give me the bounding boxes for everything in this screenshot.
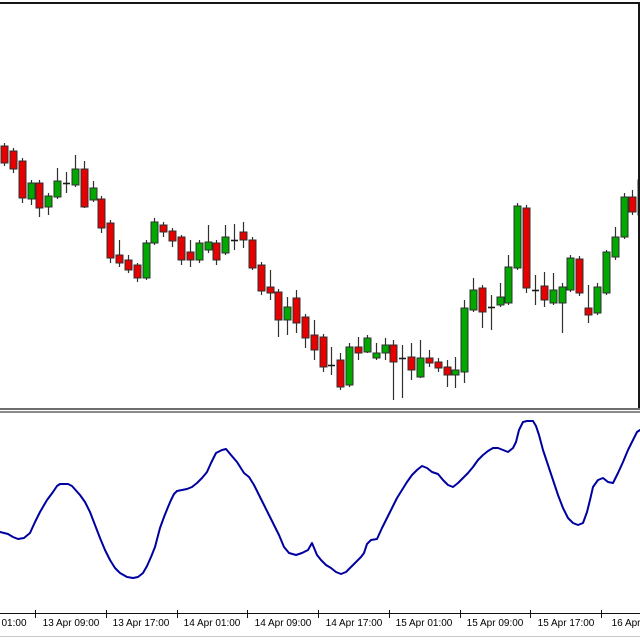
bull-candle [89,187,98,201]
bear-candle [425,357,434,364]
panel-separator-line-1[interactable] [0,408,640,410]
chart-border-right [638,2,640,408]
time-axis-label: 15 Apr 01:00 [395,618,453,629]
bear-candle [575,258,584,294]
bear-candle [9,150,18,170]
time-axis-label: 15 Apr 09:00 [466,618,524,629]
time-axis-tick [177,610,179,618]
time-axis-label: 15 Apr 17:00 [537,618,595,629]
bull-candle [150,221,159,244]
bear-candle [106,222,115,259]
bear-candle [628,196,637,213]
bull-candle [221,236,230,254]
time-axis-tick [530,610,532,618]
bear-candle [212,242,221,261]
bull-candle [611,236,620,258]
bear-candle [266,286,275,294]
bear-candle [115,254,124,264]
chart-border-top [0,2,640,4]
bull-candle [53,180,62,198]
time-axis-tick [460,610,462,618]
time-axis-label: 16 Apr 01 [611,618,640,629]
bear-candle [124,259,133,271]
time-axis-label: 14 Apr 01:00 [183,618,241,629]
bull-candle [345,346,354,386]
bear-candle [248,239,257,269]
bear-candle [0,145,9,164]
bottom-divider [0,636,640,637]
bear-candle [540,285,549,301]
bull-candle [566,257,575,291]
time-axis-label: 13 Apr 17:00 [112,618,170,629]
bear-candle [159,224,168,233]
bear-candle [97,198,106,229]
bear-candle [168,230,177,242]
bull-candle [372,352,381,359]
time-axis-tick [247,610,249,618]
time-axis-line [0,613,640,615]
bear-candle [186,251,195,261]
bear-candle [292,297,301,324]
bear-candle [274,291,283,321]
bull-candle [44,195,53,208]
indicator-line [0,420,640,579]
bull-candle [602,251,611,294]
time-axis-tick [106,610,108,618]
bull-candle [496,296,505,306]
time-axis-tick [389,610,391,618]
bear-candle [257,264,266,292]
bear-candle [434,361,443,369]
panel-separator-line-2[interactable] [0,411,640,413]
time-axis-label: 13 Apr 09:00 [42,618,100,629]
time-axis-tick [601,610,603,618]
bull-candle [460,307,469,373]
bear-candle [18,160,27,199]
bear-candle [478,287,487,313]
bear-candle [35,182,44,209]
bull-candle [504,266,513,304]
bull-candle [513,205,522,269]
bull-candle [469,289,478,311]
time-axis-label: 14 Apr 09:00 [254,618,312,629]
bear-candle [133,264,142,279]
time-axis-labels[interactable]: 01:00 13 Apr 09:00 13 Apr 17:00 14 Apr 01:0… [0,616,640,632]
bull-candle [27,182,36,200]
bear-candle [239,231,248,241]
time-axis-label: 01:00 [1,618,27,629]
bull-candle [620,196,629,238]
time-axis-label: 14 Apr 17:00 [325,618,383,629]
bear-candle [389,344,398,363]
bear-candle [310,334,319,351]
bull-candle [142,242,151,279]
bull-candle [283,306,292,321]
bull-candle [416,357,425,378]
bear-candle [407,356,416,371]
bull-candle [549,289,558,304]
bear-candle [177,236,186,261]
time-axis-tick [35,610,37,618]
time-axis-tick [318,610,320,618]
bear-candle [522,207,531,289]
bear-candle [354,346,363,354]
bull-candle [381,344,390,354]
bull-candle [593,286,602,314]
bear-candle [80,168,89,208]
bull-candle [195,242,204,261]
bull-candle [71,168,80,186]
bear-candle [336,359,345,388]
bear-candle [443,366,452,376]
bull-candle [451,369,460,376]
bull-candle [558,286,567,304]
bear-candle [319,336,328,368]
bear-candle [301,316,310,339]
bull-candle [204,241,213,251]
bear-candle [584,307,593,316]
bull-candle [363,337,372,353]
